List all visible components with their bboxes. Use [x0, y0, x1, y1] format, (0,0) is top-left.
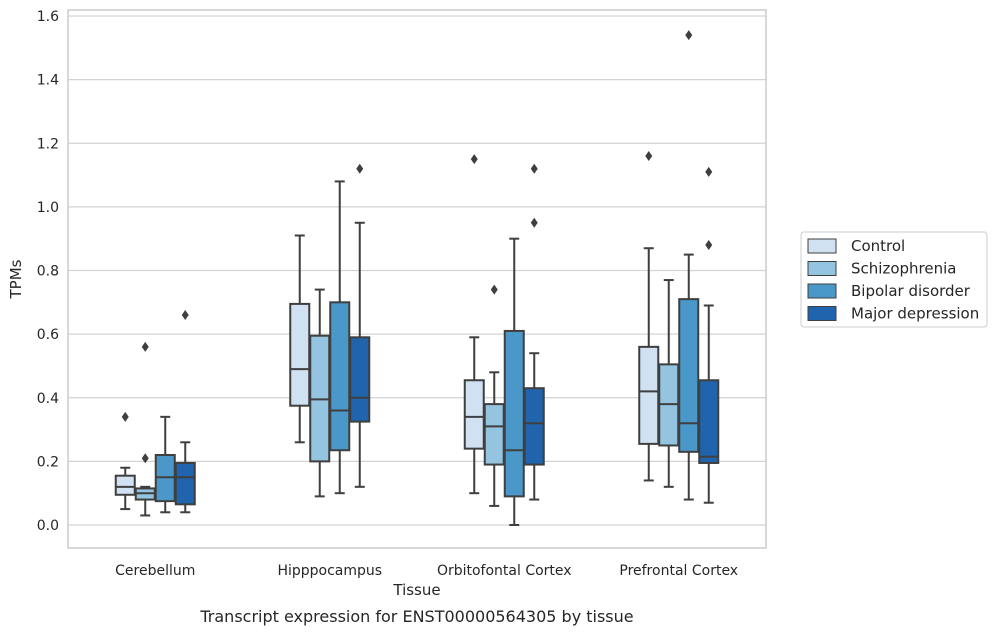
legend-frame [800, 231, 988, 328]
box-schizophrenia [134, 341, 156, 517]
box-bipolar-disorder [154, 415, 176, 514]
x-axis-ticks: Cerebellum Hipppocampus Orbitofontal Corte… [115, 563, 738, 579]
box-body [463, 379, 485, 450]
y-axis-label: TPMs [7, 259, 25, 299]
x-tick-label: Prefrontal Cortex [619, 563, 738, 579]
box-body [638, 345, 660, 445]
outlier-marker [705, 166, 713, 177]
box-body [329, 301, 351, 452]
gridlines [68, 15, 766, 526]
y-tick-label: 0.2 [37, 454, 59, 470]
box-bipolar-disorder [678, 30, 700, 501]
box-body [349, 336, 371, 423]
box-schizophrenia [658, 279, 680, 488]
box-body [174, 461, 196, 506]
outlier-marker [121, 411, 129, 422]
y-tick-label: 0.0 [37, 518, 59, 534]
outlier-marker [530, 217, 538, 228]
outlier-marker [356, 163, 364, 174]
box-control [289, 234, 311, 444]
outlier-marker [141, 341, 149, 352]
y-tick-label: 0.4 [37, 391, 59, 407]
legend-label: Major depression [851, 305, 979, 323]
box-major-depression [174, 310, 196, 514]
legend-label: Schizophrenia [851, 260, 956, 278]
outlier-marker [490, 284, 498, 295]
box-control [114, 411, 136, 511]
box-schizophrenia [483, 284, 505, 507]
legend-label: Bipolar disorder [851, 282, 971, 300]
legend-label: Control [851, 237, 905, 255]
y-tick-label: 0.6 [37, 327, 59, 343]
box-bipolar-disorder [329, 180, 351, 495]
box-control [638, 150, 660, 482]
x-tick-label: Cerebellum [115, 563, 195, 579]
boxes [114, 30, 720, 526]
box-major-depression [698, 166, 720, 504]
y-tick-label: 0.8 [37, 264, 59, 280]
y-tick-label: 1.0 [37, 200, 59, 216]
outlier-marker [530, 163, 538, 174]
chart-caption: Transcript expression for ENST0000056430… [199, 607, 633, 626]
legend: Control Schizophrenia Bipolar disorder Majo… [800, 231, 988, 328]
box-body [523, 387, 545, 466]
y-tick-label: 1.6 [37, 9, 59, 25]
box-major-depression [349, 163, 371, 488]
outlier-marker [705, 240, 713, 251]
plot-area-frame [67, 9, 767, 549]
x-axis-label: Tissue [392, 581, 440, 599]
box-schizophrenia [309, 288, 331, 498]
legend-swatch [807, 306, 837, 321]
y-tick-label: 1.2 [37, 136, 59, 152]
box-body [698, 379, 720, 464]
outlier-marker [645, 150, 653, 161]
x-tick-label: Orbitofontal Cortex [437, 563, 572, 579]
y-axis-ticks: 0.0 0.2 0.4 0.6 0.8 1.0 1.2 1.4 1.6 [37, 9, 59, 534]
legend-swatch [807, 261, 837, 276]
box-body [503, 329, 525, 498]
box-control [463, 154, 485, 495]
box-major-depression [523, 163, 545, 501]
box-body [678, 298, 700, 453]
box-body [114, 474, 136, 496]
outlier-marker [470, 154, 478, 165]
outlier-marker [181, 310, 189, 321]
outlier-marker [685, 30, 693, 41]
outlier-marker [141, 453, 149, 464]
legend-swatch [807, 283, 837, 299]
box-body [483, 403, 505, 466]
y-tick-label: 1.4 [37, 73, 59, 89]
x-tick-label: Hipppocampus [277, 563, 382, 579]
legend-swatch [807, 238, 837, 254]
box-bipolar-disorder [503, 237, 525, 526]
box-body [289, 302, 311, 407]
